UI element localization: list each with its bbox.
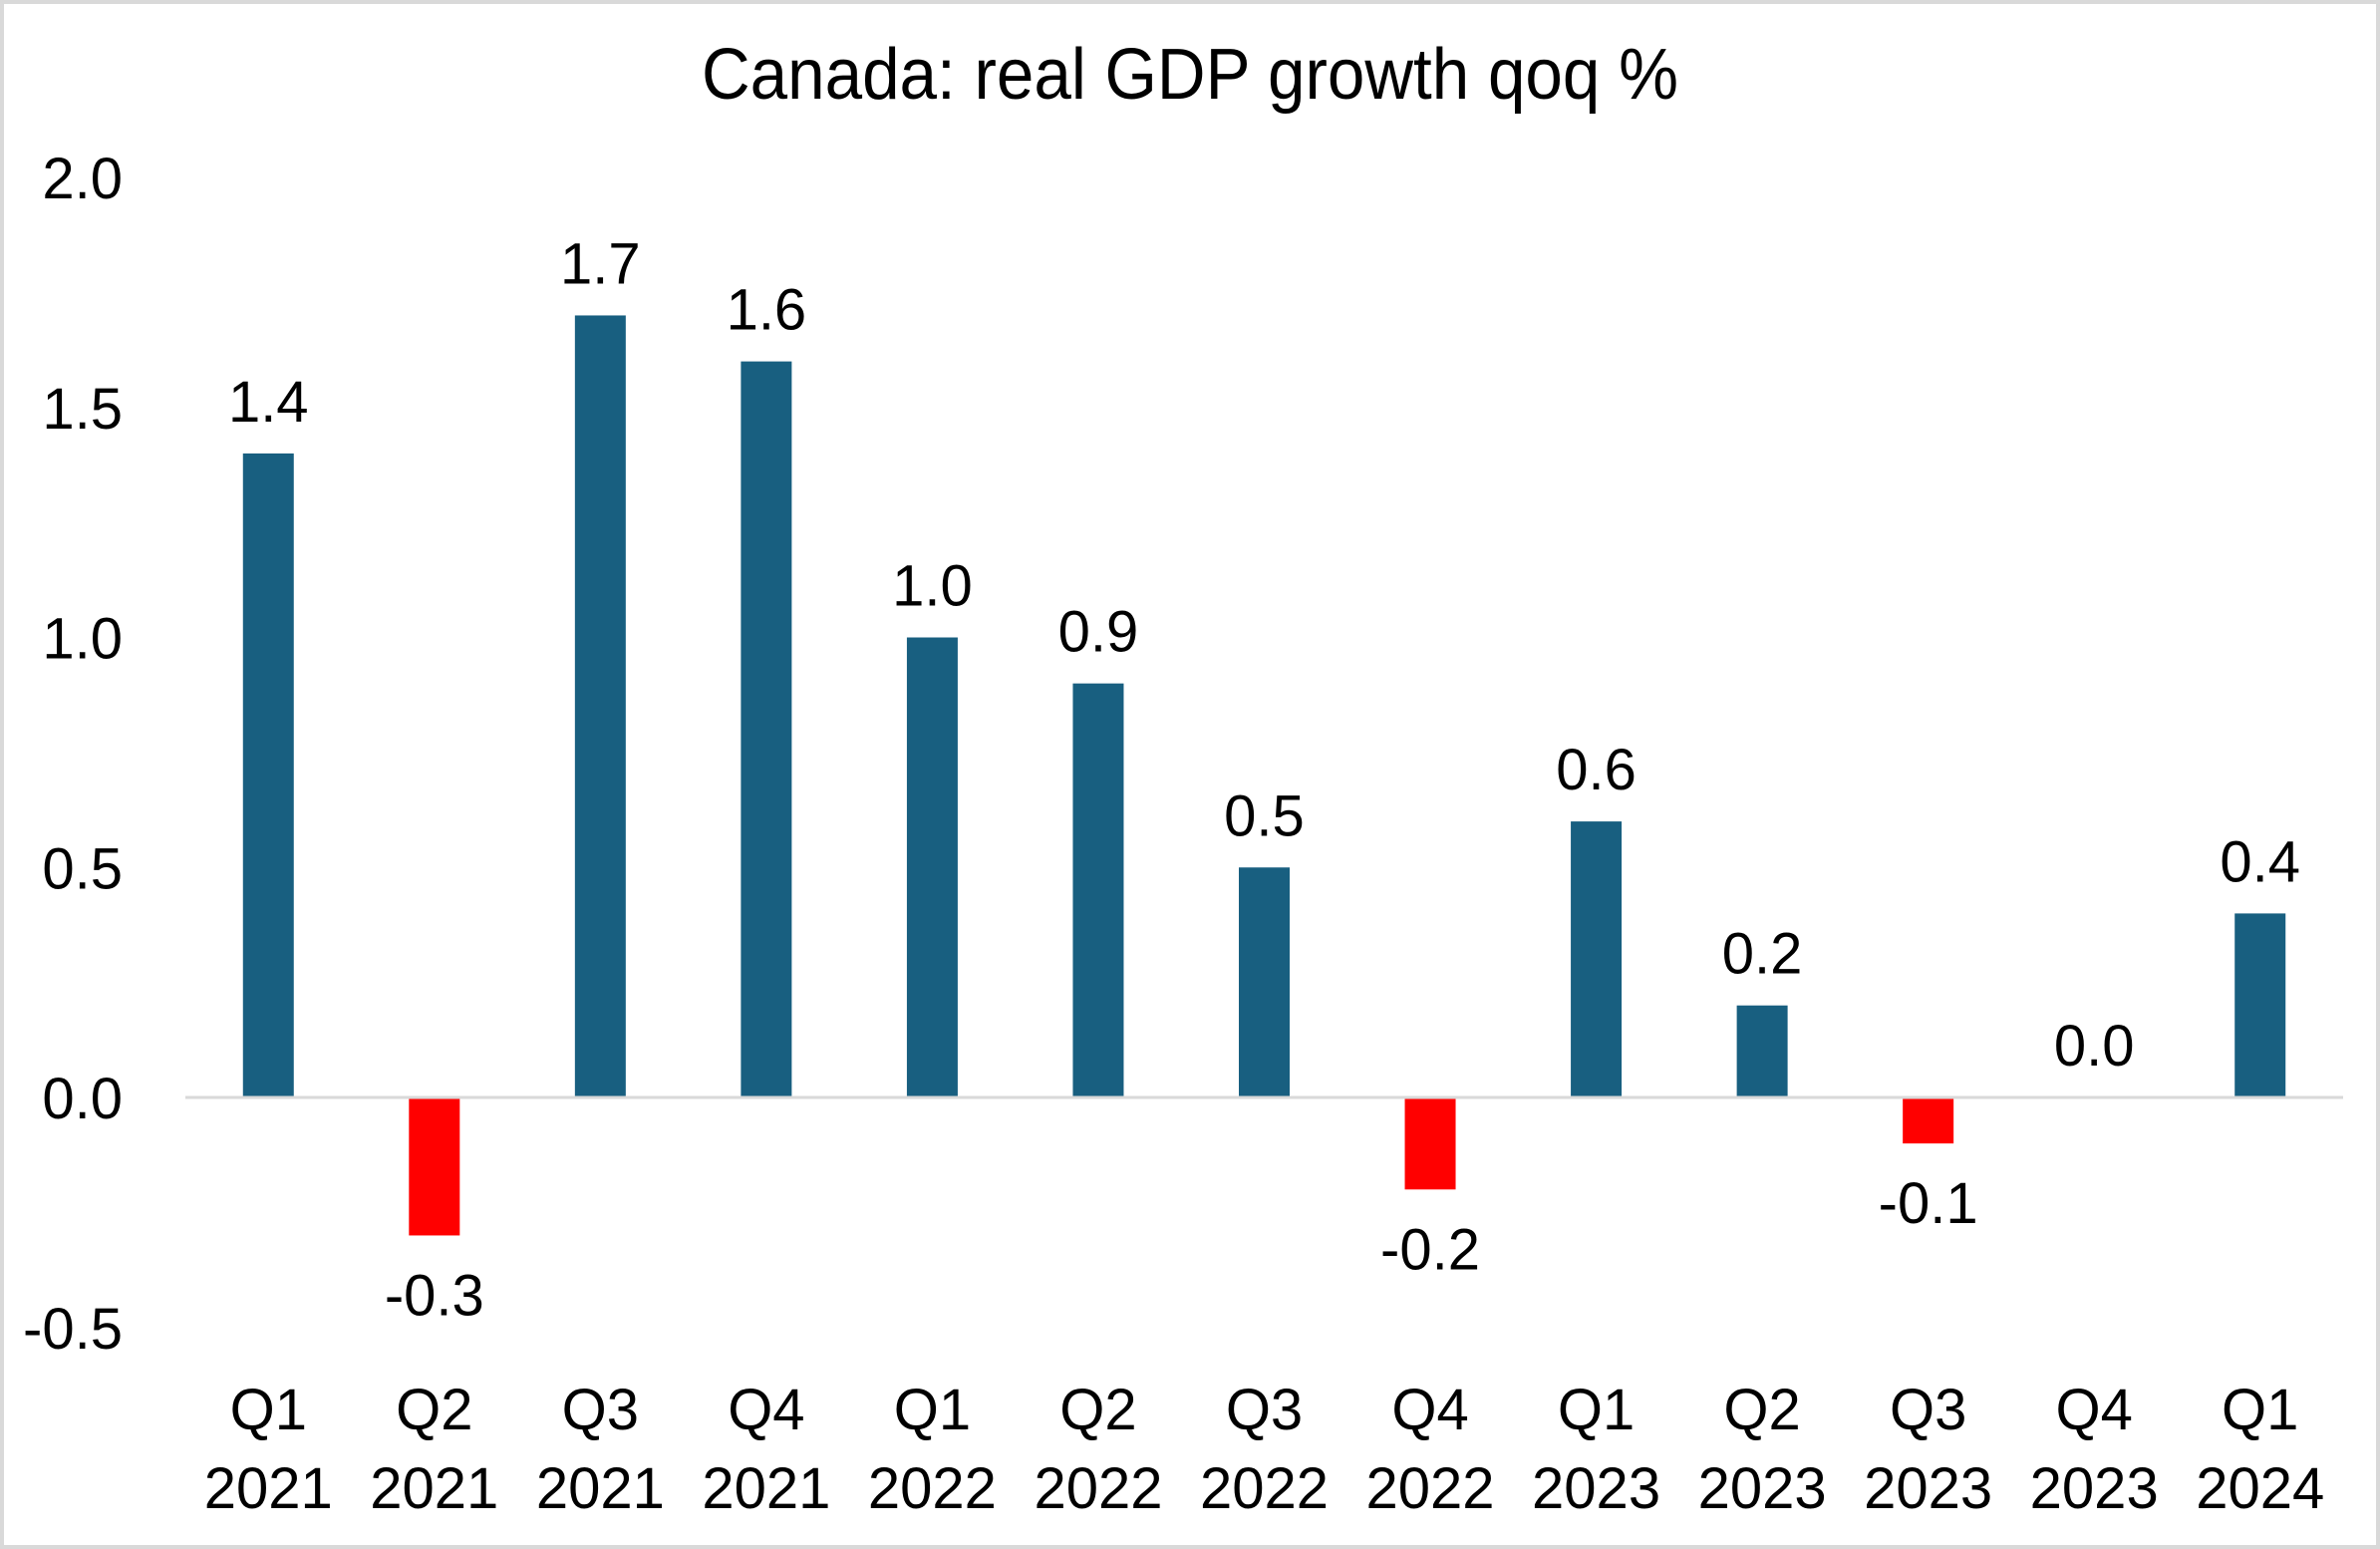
bar-positive	[741, 361, 792, 1098]
bar-negative	[1903, 1097, 1954, 1144]
x-tick-year: 2023	[2030, 1456, 2159, 1521]
x-tick-quarter: Q3	[562, 1378, 639, 1442]
x-tick-year: 2021	[536, 1456, 665, 1521]
bar-series	[242, 315, 2286, 1236]
x-tick-quarter: Q4	[1391, 1378, 1468, 1442]
y-axis: 2.0 1.5 1.0 0.5 0.0 -0.5	[23, 147, 123, 1362]
chart-title: Canada: real GDP growth qoq %	[702, 35, 1678, 115]
bar-positive	[1239, 867, 1290, 1097]
y-tick-label: -0.5	[23, 1297, 123, 1362]
data-label: 0.0	[2054, 1014, 2135, 1079]
data-label: 0.4	[2220, 829, 2300, 894]
x-tick-year: 2023	[1532, 1456, 1660, 1521]
data-label: 0.2	[1722, 922, 1803, 987]
x-tick-quarter: Q2	[1723, 1378, 1800, 1442]
bar-positive	[2234, 913, 2286, 1097]
data-label: 1.7	[560, 231, 641, 296]
bar-negative	[1404, 1097, 1456, 1190]
x-tick-year: 2024	[2196, 1456, 2324, 1521]
data-label: -0.2	[1380, 1217, 1480, 1282]
data-label: 0.5	[1224, 783, 1305, 848]
x-tick-quarter: Q4	[2056, 1378, 2133, 1442]
data-label: 0.9	[1058, 600, 1139, 665]
x-tick-quarter: Q2	[396, 1378, 472, 1442]
y-tick-label: 1.0	[42, 607, 123, 672]
x-tick-quarter: Q1	[230, 1378, 307, 1442]
x-tick-year: 2022	[868, 1456, 997, 1521]
bar-positive	[1571, 821, 1623, 1097]
bar-positive	[1736, 1005, 1788, 1097]
x-tick-quarter: Q3	[1890, 1378, 1966, 1442]
y-tick-label: 0.5	[42, 836, 123, 901]
bar-positive	[1072, 683, 1124, 1097]
y-tick-label: 1.5	[42, 377, 123, 442]
bar-positive	[574, 315, 626, 1097]
x-axis: Q1 2021 Q2 2021 Q3 2021 Q4 2021 Q1 2022 Q2 2022 Q3 20…	[204, 1378, 2324, 1521]
x-tick-quarter: Q1	[1558, 1378, 1635, 1442]
bar-positive	[242, 453, 294, 1097]
x-tick-year: 2021	[204, 1456, 333, 1521]
data-label: 1.6	[727, 278, 807, 343]
bar-positive	[906, 637, 958, 1097]
x-tick-quarter: Q1	[894, 1378, 971, 1442]
data-label: 0.6	[1556, 738, 1636, 802]
x-tick-year: 2021	[370, 1456, 498, 1521]
x-tick-quarter: Q3	[1226, 1378, 1303, 1442]
x-tick-year: 2022	[1366, 1456, 1495, 1521]
y-tick-label: 0.0	[42, 1067, 123, 1131]
y-tick-label: 2.0	[42, 147, 123, 211]
x-tick-year: 2021	[702, 1456, 830, 1521]
x-tick-quarter: Q2	[1059, 1378, 1136, 1442]
data-label: 1.4	[228, 370, 309, 435]
x-tick-quarter: Q1	[2222, 1378, 2298, 1442]
x-tick-year: 2022	[1200, 1456, 1329, 1521]
bar-negative	[409, 1097, 460, 1236]
x-tick-quarter: Q4	[728, 1378, 804, 1442]
data-labels: 1.4 -0.3 1.7 1.6 1.0 0.9 0.5 -0.2 0.6 0.2 -0.1 0.0 0…	[228, 231, 2300, 1328]
x-tick-year: 2022	[1034, 1456, 1162, 1521]
data-label: -0.3	[385, 1263, 484, 1328]
data-label: -0.1	[1879, 1171, 1978, 1236]
x-tick-year: 2023	[1698, 1456, 1827, 1521]
x-tick-year: 2023	[1864, 1456, 1992, 1521]
data-label: 1.0	[892, 554, 973, 619]
